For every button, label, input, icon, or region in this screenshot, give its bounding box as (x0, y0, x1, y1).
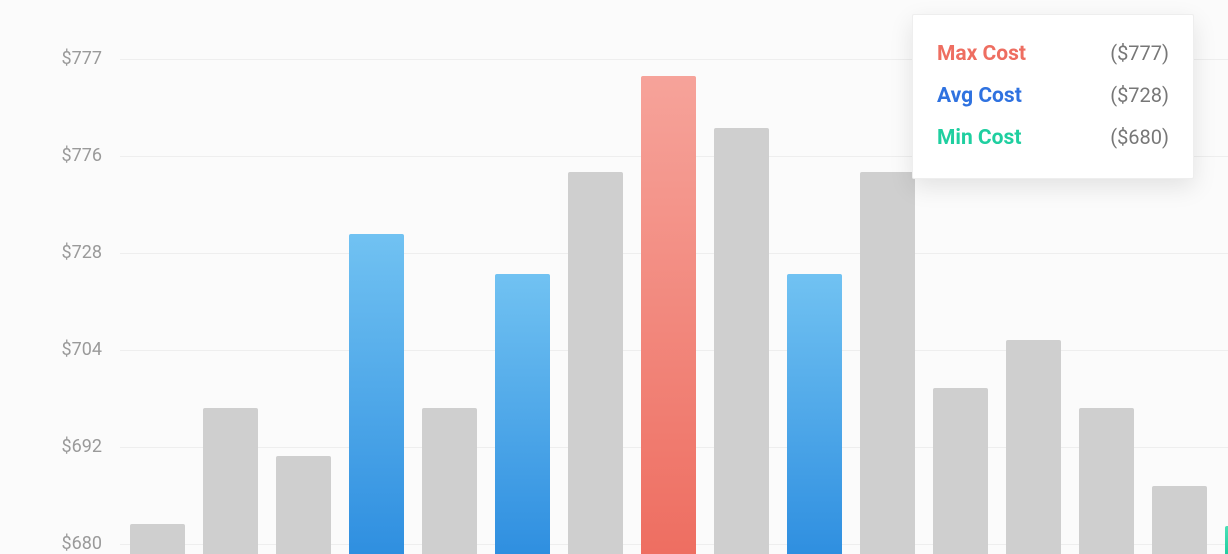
legend-label: Min Cost (937, 126, 1021, 151)
bar (860, 172, 915, 554)
bar (568, 172, 623, 554)
bar (714, 128, 769, 554)
legend-label: Max Cost (937, 42, 1026, 67)
legend-value: ($728) (1110, 83, 1169, 107)
bar (787, 274, 842, 554)
legend-row: Min Cost ($680) (937, 117, 1169, 159)
legend-value: ($680) (1110, 125, 1169, 149)
bar (1152, 486, 1207, 554)
legend-row: Max Cost ($777) (937, 33, 1169, 75)
bar (349, 234, 404, 554)
bar (495, 274, 550, 554)
bar (203, 408, 258, 554)
y-axis-tick-label: $776 (0, 147, 110, 165)
y-axis-tick-label: $777 (0, 50, 110, 68)
y-axis-tick-label: $728 (0, 244, 110, 262)
y-axis-tick-label: $692 (0, 438, 110, 456)
y-axis-tick-label: $680 (0, 535, 110, 553)
legend-row: Avg Cost ($728) (937, 75, 1169, 117)
bar (1079, 408, 1134, 554)
bar (1006, 340, 1061, 554)
cost-legend: Max Cost ($777) Avg Cost ($728) Min Cost ($68… (912, 14, 1194, 179)
bar (422, 408, 477, 554)
bar (641, 76, 696, 554)
bar (933, 388, 988, 554)
legend-value: ($777) (1110, 41, 1169, 65)
y-axis-tick-label: $704 (0, 341, 110, 359)
bar (276, 456, 331, 554)
cost-bar-chart: $777 $776 $728 $704 $692 $680 Max Cost ($777) A… (0, 0, 1228, 554)
bar (130, 524, 185, 554)
legend-label: Avg Cost (937, 84, 1022, 109)
